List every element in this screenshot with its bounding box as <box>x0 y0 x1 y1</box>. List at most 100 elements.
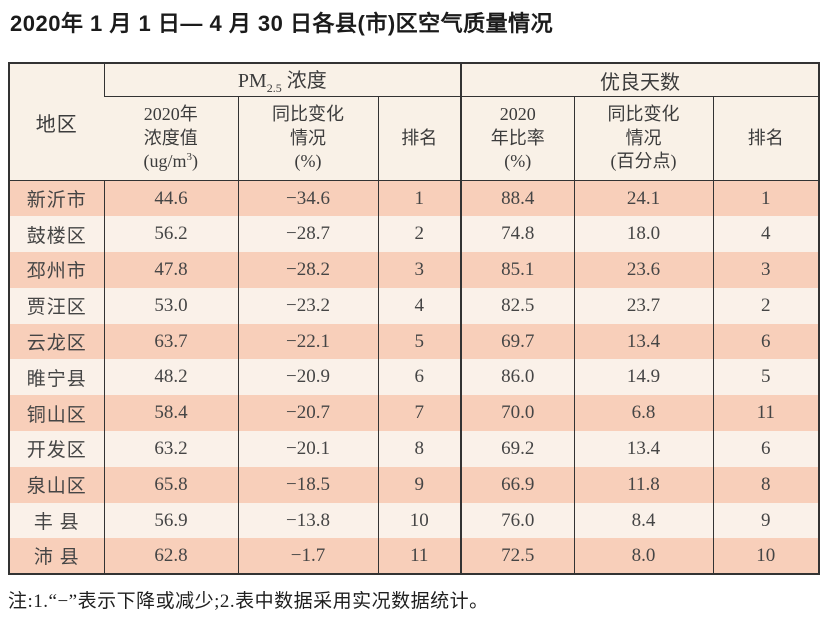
sub-header-row: 2020年 浓度值 (ug/m3) 同比变化 情况 (%) 排名 2020 年比… <box>9 96 820 181</box>
cell-good-change: 13.4 <box>573 323 714 360</box>
cell-region: 邳州市 <box>26 261 87 283</box>
table-row: 邳州市 47.8 −28.2 3 85.1 23.6 3 <box>9 252 820 288</box>
pm-change-line1: 同比变化 <box>272 103 344 124</box>
cell-pm-change: −34.6 <box>237 180 378 217</box>
table-header: 地区 PM2.5 浓度 优良天数 2020年 浓度值 (ug/m3) 同比变化 … <box>9 63 820 181</box>
cell-good-change: 6.8 <box>573 395 714 432</box>
cell-pm-rank: 7 <box>377 395 462 432</box>
good-ratio-line1: 2020 <box>499 103 536 124</box>
cell-good-ratio: 70.0 <box>460 395 575 432</box>
cell-pm-value: 58.4 <box>103 395 238 432</box>
cell-good-rank: 8 <box>712 466 820 503</box>
cell-pm-rank: 5 <box>377 323 462 360</box>
table-row: 贾汪区 53.0 −23.2 4 82.5 23.7 2 <box>9 287 820 324</box>
cell-good-ratio: 69.7 <box>460 323 575 360</box>
cell-region: 云龙区 <box>26 333 87 355</box>
pm-value-unit: (ug/m3) <box>104 150 238 174</box>
cell-good-rank: 3 <box>712 252 820 288</box>
cell-pm-change: −20.9 <box>237 359 378 396</box>
cell-good-rank: 1 <box>712 180 820 217</box>
cell-pm-value: 47.8 <box>103 252 238 288</box>
cell-pm-value: 65.8 <box>103 466 238 503</box>
cell-pm-change: −20.7 <box>237 395 378 432</box>
cell-good-change: 11.8 <box>573 466 714 503</box>
cell-good-rank: 2 <box>712 287 820 324</box>
table-body: 新沂市 44.6 −34.6 1 88.4 24.1 1 鼓楼区 56.2 −28.7 2 74.8 1… <box>9 180 820 575</box>
cell-good-rank: 5 <box>712 359 820 396</box>
pm25-label-prefix: PM <box>237 70 267 92</box>
good-change-line2: 情况 <box>625 127 662 148</box>
cell-good-ratio: 85.1 <box>460 252 575 288</box>
table-row: 沛 县 62.8 −1.7 11 72.5 8.0 10 <box>9 538 820 575</box>
cell-good-rank: 4 <box>712 216 820 253</box>
cell-pm-change: −22.1 <box>237 323 378 360</box>
cell-region: 鼓楼区 <box>26 225 87 247</box>
cell-good-change: 18.0 <box>573 216 714 253</box>
cell-pm-change: −28.2 <box>237 252 378 288</box>
cell-region: 丰 县 <box>33 512 80 534</box>
cell-pm-change: −18.5 <box>237 466 378 503</box>
cell-good-change: 8.4 <box>573 502 714 539</box>
cell-good-ratio: 88.4 <box>460 180 575 217</box>
cell-pm-rank: 8 <box>377 431 462 467</box>
cell-pm-change: −23.2 <box>237 287 378 324</box>
column-header-pm-rank: 排名 <box>377 96 462 181</box>
good-ratio-line2: 年比率 <box>490 127 545 148</box>
cell-good-ratio: 69.2 <box>460 431 575 467</box>
cell-good-rank: 6 <box>712 323 820 360</box>
cell-pm-rank: 6 <box>377 359 462 396</box>
cell-good-ratio: 82.5 <box>460 287 575 324</box>
cell-good-rank: 6 <box>712 431 820 467</box>
cell-pm-change: −20.1 <box>237 431 378 467</box>
cell-pm-change: −13.8 <box>237 502 378 539</box>
column-header-good-change: 同比变化 情况 (百分点) <box>573 96 714 181</box>
cell-pm-rank: 4 <box>377 287 462 324</box>
cell-pm-value: 44.6 <box>103 180 238 217</box>
cell-region: 开发区 <box>26 440 87 462</box>
cell-pm-rank: 1 <box>377 180 462 217</box>
pm-value-line2: 浓度值 <box>143 127 198 148</box>
column-group-pm25: PM2.5 浓度 <box>103 63 462 97</box>
good-ratio-line3: (%) <box>504 151 532 172</box>
cell-good-change: 13.4 <box>573 431 714 467</box>
page-title: 2020年 1 月 1 日— 4 月 30 日各县(市)区空气质量情况 <box>10 11 554 36</box>
good-change-line3: (百分点) <box>610 151 677 172</box>
table-row: 铜山区 58.4 −20.7 7 70.0 6.8 11 <box>9 395 820 432</box>
cell-good-rank: 10 <box>712 538 820 575</box>
cell-good-ratio: 72.5 <box>460 538 575 575</box>
cell-pm-rank: 9 <box>377 466 462 503</box>
air-quality-table: 地区 PM2.5 浓度 优良天数 2020年 浓度值 (ug/m3) 同比变化 … <box>8 62 821 576</box>
column-header-good-ratio: 2020 年比率 (%) <box>460 96 575 181</box>
pm-value-line1: 2020年 <box>143 103 198 124</box>
table-row: 新沂市 44.6 −34.6 1 88.4 24.1 1 <box>9 180 820 217</box>
cell-pm-value: 63.7 <box>103 323 238 360</box>
cell-good-rank: 11 <box>712 395 820 432</box>
column-group-good-days: 优良天数 <box>460 63 820 97</box>
table-row: 睢宁县 48.2 −20.9 6 86.0 14.9 5 <box>9 359 820 396</box>
cell-good-ratio: 76.0 <box>460 502 575 539</box>
table-row: 云龙区 63.7 −22.1 5 69.7 13.4 6 <box>9 323 820 360</box>
cell-region: 铜山区 <box>26 404 87 426</box>
cell-good-rank: 9 <box>712 502 820 539</box>
table-row: 泉山区 65.8 −18.5 9 66.9 11.8 8 <box>9 466 820 503</box>
cell-good-change: 24.1 <box>573 180 714 217</box>
group-header-row: 地区 PM2.5 浓度 优良天数 <box>9 63 820 181</box>
cell-region: 睢宁县 <box>26 368 87 390</box>
good-change-line1: 同比变化 <box>607 103 680 124</box>
cell-good-change: 23.6 <box>573 252 714 288</box>
cell-good-change: 14.9 <box>573 359 714 396</box>
cell-region: 泉山区 <box>26 476 87 498</box>
cell-pm-rank: 10 <box>377 502 462 539</box>
cell-good-ratio: 74.8 <box>460 216 575 253</box>
footnote: 注:1.“−”表示下降或减少;2.表中数据采用实况数据统计。 <box>8 591 489 612</box>
cell-pm-value: 56.9 <box>103 502 238 539</box>
table-row: 开发区 63.2 −20.1 8 69.2 13.4 6 <box>9 431 820 467</box>
pm-change-line2: 情况 <box>290 127 326 148</box>
cell-pm-rank: 3 <box>377 252 462 288</box>
cell-region: 贾汪区 <box>26 297 87 319</box>
pm-change-line3: (%) <box>294 151 322 172</box>
pm-value-unit-sup: 3 <box>186 151 193 164</box>
cell-good-change: 23.7 <box>573 287 714 324</box>
pm25-label-suffix: 浓度 <box>281 70 327 92</box>
